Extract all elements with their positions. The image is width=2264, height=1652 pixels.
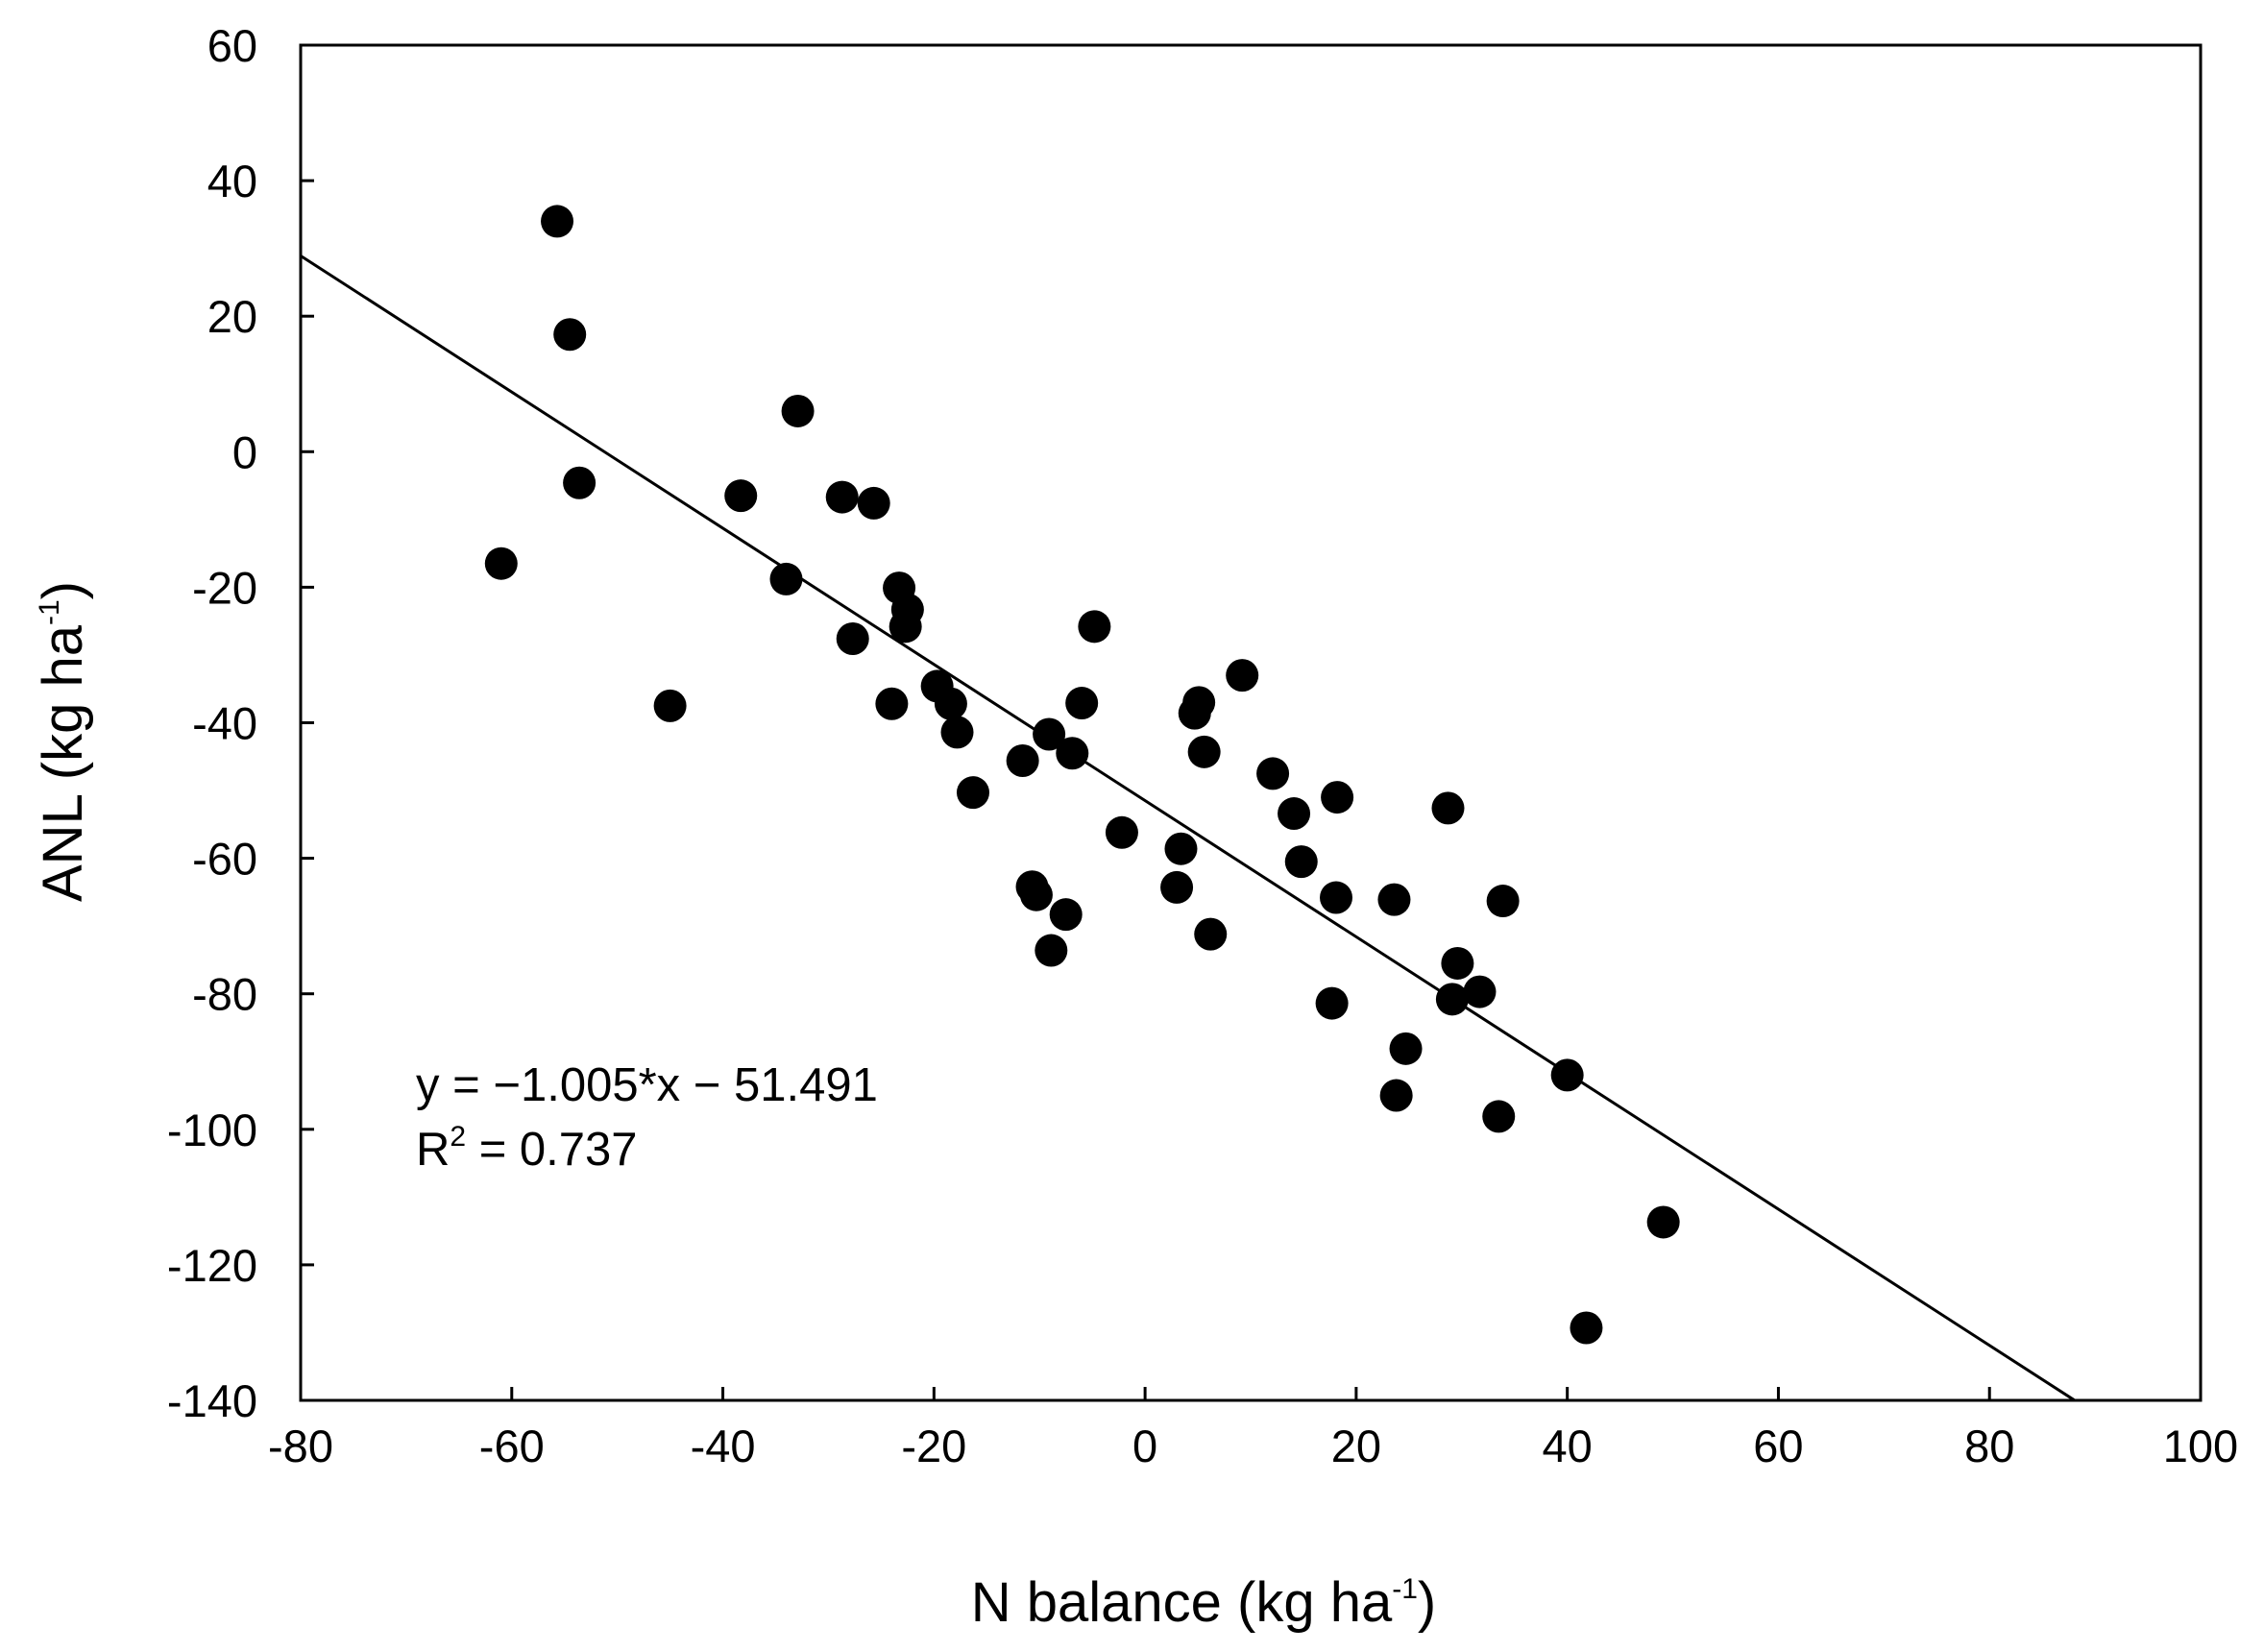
data-point — [1078, 610, 1111, 644]
y-tick-label: 0 — [232, 426, 257, 477]
y-tick-label: -140 — [167, 1375, 257, 1426]
data-point — [1482, 1100, 1516, 1133]
y-tick-label: -20 — [192, 562, 257, 613]
data-point — [1006, 744, 1039, 778]
data-point — [1182, 686, 1216, 719]
data-point — [1187, 735, 1221, 768]
data-point — [1646, 1205, 1680, 1239]
data-point — [1035, 934, 1068, 967]
data-point — [563, 466, 596, 499]
data-point — [1441, 946, 1474, 980]
data-point — [1065, 687, 1099, 720]
x-tick-label: -80 — [268, 1421, 333, 1471]
y-axis-title: ANL (kg ha-1) — [32, 581, 94, 902]
y-tick-label: 60 — [207, 20, 257, 71]
data-point — [1049, 898, 1083, 932]
data-point — [724, 479, 758, 513]
data-point — [781, 394, 815, 427]
data-point — [553, 318, 587, 352]
x-tick-label: 40 — [1543, 1421, 1593, 1471]
data-point — [956, 776, 989, 810]
y-tick-label: -80 — [192, 969, 257, 1020]
x-tick-label: 20 — [1331, 1421, 1381, 1471]
y-axis-title-close: ) — [32, 581, 94, 599]
data-point — [1431, 791, 1465, 825]
data-point — [1033, 717, 1066, 751]
data-point — [1056, 737, 1089, 770]
r-squared-sup: 2 — [450, 1121, 466, 1153]
axis-ticks — [299, 43, 2203, 1402]
x-tick-label: -40 — [691, 1421, 756, 1471]
r-squared-label: R2 = 0.737 — [416, 1121, 638, 1176]
data-point — [653, 689, 687, 722]
x-tick-label: 80 — [1964, 1421, 2014, 1471]
r-squared-r: R — [416, 1124, 450, 1176]
y-tick-label: -100 — [167, 1105, 257, 1155]
plot-frame — [299, 43, 2203, 1402]
y-tick-label: 40 — [207, 156, 257, 206]
y-axis-title-main: ANL (kg ha — [32, 624, 94, 902]
data-point — [1105, 815, 1138, 849]
y-tick-label: -40 — [192, 698, 257, 749]
r-squared-value: = 0.737 — [466, 1124, 637, 1176]
data-points — [484, 205, 1680, 1345]
x-tick-label: 60 — [1753, 1421, 1803, 1471]
regression-equation: y = −1.005*x − 51.491 — [416, 1059, 878, 1111]
data-point — [857, 486, 890, 520]
data-point — [769, 562, 803, 595]
x-tick-label: 100 — [2163, 1421, 2238, 1471]
data-point — [484, 547, 518, 580]
x-tick-label: 0 — [1132, 1421, 1157, 1471]
data-point — [836, 622, 869, 656]
data-point — [1019, 878, 1053, 911]
data-point — [1463, 975, 1497, 1008]
x-tick-label: -60 — [479, 1421, 545, 1471]
data-point — [1278, 797, 1311, 831]
y-tick-label: -120 — [167, 1240, 257, 1291]
data-point — [1570, 1311, 1603, 1345]
data-point — [1486, 885, 1520, 918]
data-point — [541, 205, 574, 238]
data-point — [940, 716, 974, 749]
x-axis-title-sup: -1 — [1392, 1573, 1418, 1605]
data-point — [1320, 881, 1353, 914]
data-point — [890, 593, 924, 626]
data-point — [1379, 1079, 1413, 1112]
data-point — [825, 480, 859, 514]
y-axis-title-sup: -1 — [34, 599, 65, 625]
x-axis-title: N balance (kg ha-1) — [971, 1571, 1437, 1634]
y-tick-label: -60 — [192, 834, 257, 885]
y-tick-label: 20 — [207, 291, 257, 342]
tick-labels: -80 -60 -40 -20 0 20 40 60 80 100-140-120-100-80-… — [167, 20, 2238, 1471]
data-point — [1256, 757, 1290, 790]
data-point — [1194, 917, 1228, 951]
data-point — [1435, 983, 1469, 1016]
data-point — [1550, 1058, 1584, 1092]
data-point — [1389, 1032, 1423, 1065]
data-point — [1315, 986, 1349, 1020]
data-point — [934, 687, 967, 720]
data-point — [1321, 781, 1354, 814]
data-point — [1226, 659, 1259, 692]
regression-layer — [300, 255, 2077, 1402]
regression-line — [300, 255, 2077, 1402]
data-point — [875, 687, 909, 720]
data-point — [1160, 870, 1194, 904]
data-point — [1284, 845, 1318, 879]
x-axis-title-main: N balance (kg ha — [971, 1571, 1393, 1634]
x-tick-label: -20 — [901, 1421, 966, 1471]
data-point — [1164, 832, 1198, 865]
x-axis-title-close: ) — [1418, 1571, 1436, 1634]
data-point — [1377, 883, 1411, 916]
